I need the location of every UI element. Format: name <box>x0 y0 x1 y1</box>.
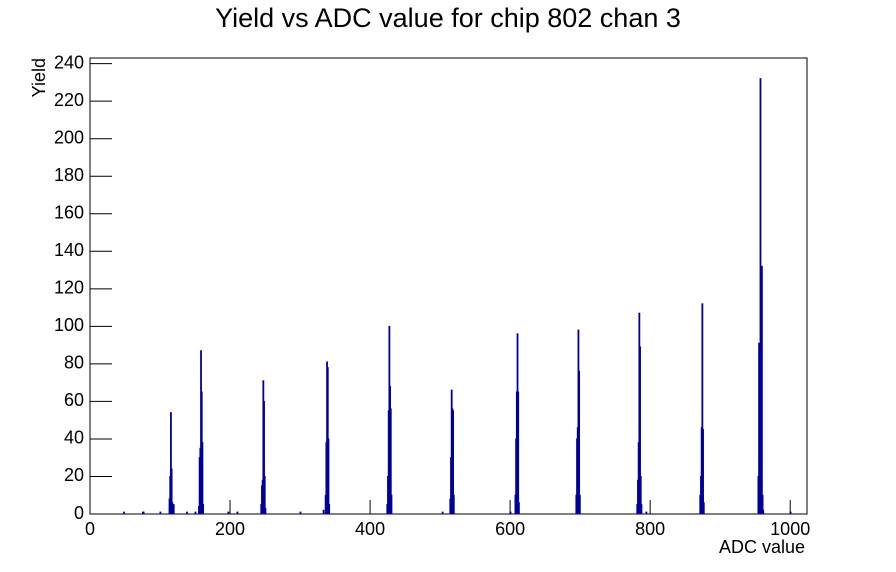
bar <box>142 511 145 515</box>
x-tick-label: 200 <box>215 519 245 539</box>
bar <box>702 429 704 515</box>
bar <box>452 494 455 515</box>
bar <box>518 502 520 515</box>
bar <box>123 511 125 515</box>
bar <box>578 370 581 515</box>
bar <box>236 511 239 515</box>
x-tick-label: 400 <box>355 519 385 539</box>
y-tick-label: 200 <box>54 127 84 147</box>
bar <box>702 502 705 515</box>
bar <box>390 494 393 515</box>
bar <box>264 507 267 515</box>
bar <box>578 494 581 515</box>
bar <box>327 438 330 515</box>
bar <box>171 502 174 515</box>
y-tick-label: 240 <box>54 52 84 72</box>
bar <box>762 509 765 515</box>
bar <box>202 504 205 515</box>
chart-title: Yield vs ADC value for chip 802 chan 3 <box>215 3 681 33</box>
bar <box>194 511 197 515</box>
y-tick-label: 220 <box>54 90 84 110</box>
y-tick-label: 0 <box>74 503 84 523</box>
bar <box>509 511 512 515</box>
x-axis-label: ADC value <box>719 537 805 557</box>
y-tick-label: 120 <box>54 278 84 298</box>
bar <box>328 504 331 515</box>
y-axis-label: Yield <box>29 58 49 97</box>
x-tick-label: 800 <box>635 519 665 539</box>
x-tick-label: 600 <box>495 519 525 539</box>
y-tick-label: 20 <box>64 465 84 485</box>
bar <box>645 511 648 515</box>
y-tick-label: 40 <box>64 428 84 448</box>
y-tick-label: 80 <box>64 353 84 373</box>
bar <box>159 511 162 515</box>
bar <box>441 511 444 515</box>
bar <box>760 265 763 515</box>
bar <box>186 511 188 515</box>
bar <box>299 511 302 515</box>
y-tick-label: 140 <box>54 240 84 260</box>
y-tick-label: 100 <box>54 315 84 335</box>
bar <box>640 504 643 515</box>
y-tick-label: 60 <box>64 390 84 410</box>
bar <box>201 442 204 515</box>
x-tick-label: 0 <box>85 519 95 539</box>
bar <box>789 511 792 515</box>
bar <box>517 391 520 515</box>
bar <box>172 504 175 515</box>
y-tick-label: 180 <box>54 165 84 185</box>
x-tick-label: 1000 <box>770 519 810 539</box>
y-tick-label: 160 <box>54 203 84 223</box>
bar <box>322 509 325 515</box>
plot-frame <box>89 57 808 515</box>
bar <box>227 511 230 515</box>
